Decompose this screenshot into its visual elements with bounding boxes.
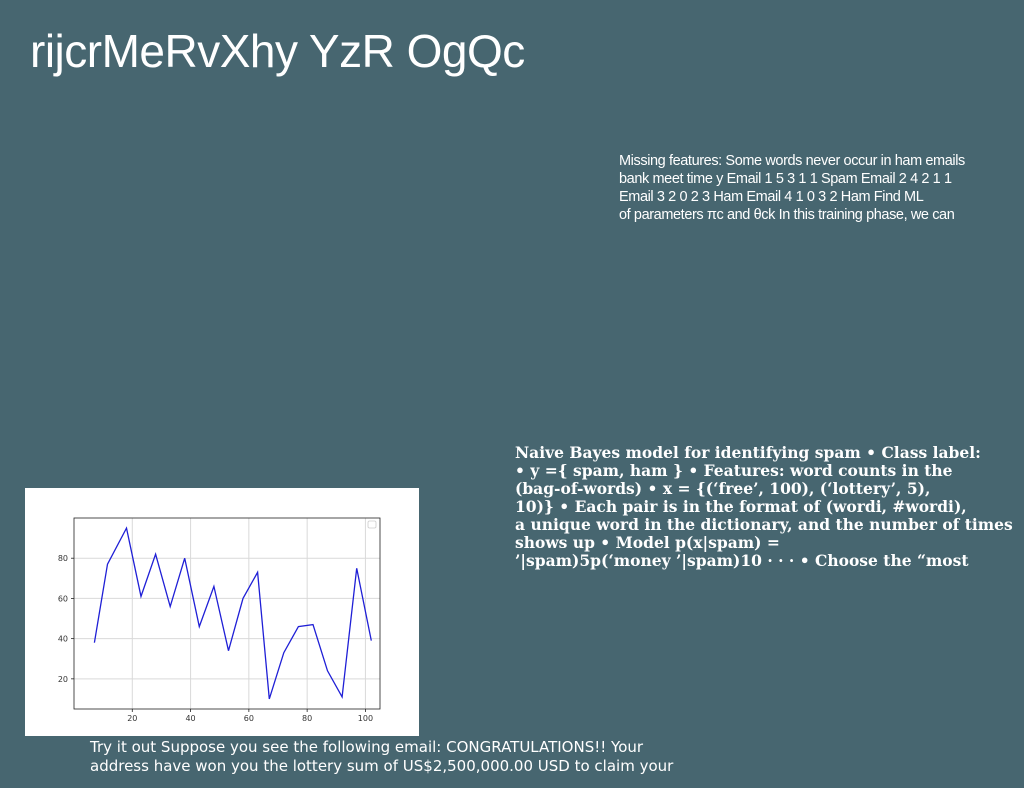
y-tick-label: 20 (58, 675, 68, 684)
text-line: address have won you the lottery sum of … (90, 757, 674, 775)
text-line: Missing features: Some words never occur… (619, 153, 965, 169)
text-line: • y ={ spam, ham } • Features: word coun… (515, 461, 953, 480)
text-line: a unique word in the dictionary, and the… (515, 515, 1013, 534)
line-chart: 20 40 60 80 100 20 40 60 80 (25, 488, 419, 736)
series-line-0 (93, 526, 372, 700)
y-tick-label: 40 (58, 635, 68, 644)
x-tick-label: 80 (302, 714, 312, 723)
text-line: Email 3 2 0 2 3 Ham Email 4 1 0 3 2 Ham … (619, 189, 924, 205)
x-tick-label: 20 (127, 714, 137, 723)
text-line: shows up • Model p(x|spam) = (515, 533, 780, 552)
text-line: bank meet time y Email 1 5 3 1 1 Spam Em… (619, 171, 952, 187)
plot-frame (73, 517, 381, 710)
naive-bayes-text: Naive Bayes model for identifying spam •… (515, 444, 1024, 570)
text-line: (bag-of-words) • x = {(‘free’, 100), (‘l… (515, 479, 931, 498)
x-tick-label: 40 (185, 714, 195, 723)
y-tick-label: 60 (58, 594, 68, 603)
text-line: of parameters πc and θck In this trainin… (619, 207, 955, 223)
x-tick-label: 60 (244, 714, 254, 723)
x-tick-label: 100 (358, 714, 373, 723)
text-line: Naive Bayes model for identifying spam •… (515, 443, 981, 462)
missing-features-text: Missing features: Some words never occur… (619, 152, 1024, 224)
slide-title: rijcrMeRvXhy YzR OgQc (30, 25, 525, 77)
text-line: ’|spam)5p(‘money ’|spam)10 · · · • Choos… (515, 551, 969, 570)
y-tick-label: 80 (58, 554, 68, 563)
try-it-out-text: Try it out Suppose you see the following… (90, 738, 674, 776)
line-chart-svg: 20 40 60 80 100 20 40 60 80 (58, 517, 381, 723)
legend-box (367, 520, 377, 529)
text-line: 10)} • Each pair is in the format of (wo… (515, 497, 967, 516)
text-line: Try it out Suppose you see the following… (90, 738, 644, 756)
